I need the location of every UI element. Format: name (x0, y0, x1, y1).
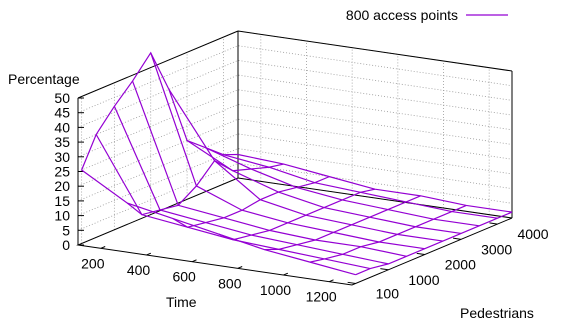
z-tick-label: 30 (54, 149, 70, 165)
x-tick (191, 259, 197, 263)
y-tick (347, 281, 356, 284)
grid-line-z (77, 89, 513, 158)
z-axis-label: Percentage (8, 71, 80, 87)
z-tick-label: 25 (54, 164, 70, 180)
axes (76, 30, 513, 286)
surface-row-line (223, 154, 498, 219)
z-tick-label: 15 (54, 193, 70, 209)
y-tick (380, 268, 389, 271)
x-tick-label: 400 (127, 262, 151, 278)
z-tick-label: 0 (62, 237, 70, 253)
y-axis-label: Pedestrians (460, 305, 534, 321)
top-back-edge (237, 30, 513, 72)
surface-row-line (168, 89, 443, 242)
grid-line-z (77, 74, 513, 143)
x-axis-label: Time (166, 294, 197, 310)
surface-col-line (309, 204, 467, 263)
surface-col-line (172, 176, 330, 228)
legend: 800 access points (346, 7, 508, 23)
z-tick-label: 10 (54, 208, 70, 224)
y-tick-label: 100 (376, 285, 400, 301)
surface-row-line (113, 106, 389, 265)
x-tick (283, 272, 289, 276)
surface-row-line (205, 147, 480, 227)
z-tick-label: 45 (54, 105, 70, 121)
z-tick-label: 50 (54, 90, 70, 106)
legend-label: 800 access points (346, 7, 458, 23)
x-tick (100, 246, 106, 249)
grid-line-z (77, 148, 513, 216)
y-tick-label: 1000 (408, 272, 439, 288)
y-tick-label: 2000 (445, 257, 476, 273)
x-tick-label: 200 (81, 255, 105, 271)
y-tick-label: 4000 (517, 226, 548, 242)
grid-line-z (77, 59, 513, 128)
z-tick-label: 5 (62, 222, 70, 238)
x-tick-label: 1200 (306, 289, 337, 305)
y-tick (453, 237, 462, 240)
x-tick-label: 800 (218, 275, 242, 291)
back-grid (77, 30, 513, 246)
z-tick-label: 40 (54, 119, 70, 135)
surface-col-line (355, 211, 513, 276)
surface-col-line (81, 51, 239, 171)
top-left-edge (77, 30, 239, 99)
surface-col-line (126, 159, 284, 216)
z-tick-label: 20 (54, 178, 70, 194)
y-tick (489, 222, 498, 225)
x-tick (146, 252, 152, 256)
y-tick-label: 3000 (481, 241, 512, 257)
surface-col-line (218, 188, 376, 241)
y-tick (416, 252, 425, 256)
grid-line-z (77, 162, 513, 231)
grid-line-z (77, 133, 513, 202)
x-tick-label: 1000 (260, 282, 291, 298)
base-back-edge (237, 177, 513, 219)
base-edges (76, 177, 513, 286)
x-tick-label: 600 (172, 269, 196, 285)
grid-line-z (77, 104, 513, 172)
x-tick (328, 279, 334, 283)
grid-line-z (77, 45, 513, 114)
surface-mesh (81, 51, 513, 276)
z-tick-label: 35 (54, 134, 70, 150)
surface-row-line (237, 153, 513, 213)
grid-line-z (77, 118, 513, 187)
x-tick (237, 266, 243, 269)
surface-col-line (264, 195, 421, 251)
